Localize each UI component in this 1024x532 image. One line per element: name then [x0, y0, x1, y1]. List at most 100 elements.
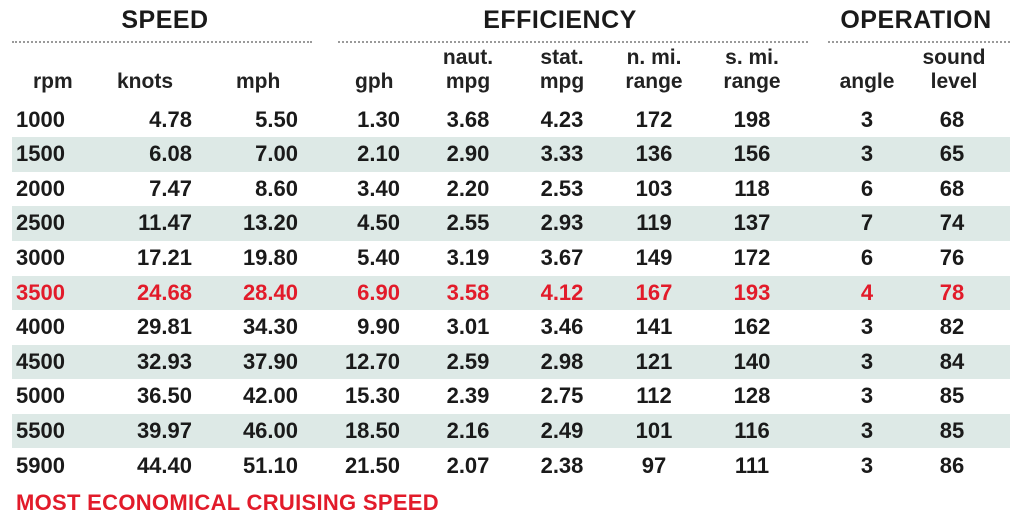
header-line: angle: [839, 70, 895, 93]
cell-rpm: 1500: [16, 141, 65, 167]
cell-knots: 17.21: [136, 244, 192, 270]
cell-sound-level: 84: [939, 348, 965, 374]
cell-stat-mile-range: 118: [734, 175, 770, 201]
table-row: 1500 6.08 7.00 2.10 2.90 3.33 136 156 3 65: [12, 137, 1010, 172]
header-mph: mph: [236, 70, 296, 94]
cell-naut-mile-range: 141: [635, 314, 673, 340]
cell-sound-level: 76: [939, 244, 965, 270]
cell-naut-mpg: 2.59: [446, 348, 490, 374]
cell-gph: 6.90: [357, 279, 400, 305]
header-line: naut.: [442, 46, 494, 69]
header-gph: gph: [355, 70, 415, 94]
cell-trim-angle: 3: [860, 141, 874, 167]
header-line: knots: [117, 70, 174, 93]
cell-trim-angle: 3: [860, 106, 874, 132]
cell-rpm: 2000: [16, 175, 65, 201]
cell-naut-mpg: 2.90: [446, 141, 490, 167]
header-knots: knots: [117, 70, 187, 94]
cell-sound-level: 85: [939, 417, 965, 443]
table-row: 2000 7.47 8.60 3.40 2.20 2.53 103 118 6 68: [12, 172, 1010, 207]
table-row: 2500 11.47 13.20 4.50 2.55 2.93 119 137 7 74: [12, 206, 1010, 241]
cell-mph: 46.00: [242, 417, 298, 443]
cell-naut-mile-range: 119: [636, 210, 672, 236]
cell-sound-level: 86: [939, 452, 965, 478]
header-line: s. mi.: [725, 46, 779, 69]
cell-rpm: 5900: [16, 452, 65, 478]
cell-gph: 3.40: [357, 175, 400, 201]
header-line: range: [625, 70, 683, 93]
cell-trim-angle: 3: [860, 383, 874, 409]
cell-knots: 6.08: [149, 141, 192, 167]
cell-gph: 4.50: [357, 210, 400, 236]
cell-sound-level: 82: [939, 314, 965, 340]
cell-naut-mile-range: 112: [636, 383, 672, 409]
header-line: range: [723, 70, 781, 93]
cell-naut-mpg: 3.19: [446, 244, 490, 270]
cell-trim-angle: 3: [860, 314, 874, 340]
cell-gph: 15.30: [344, 383, 400, 409]
cell-sound-level: 74: [939, 210, 965, 236]
cell-gph: 5.40: [357, 244, 400, 270]
cell-knots: 39.97: [136, 417, 192, 443]
cell-rpm: 1000: [16, 106, 65, 132]
cell-stat-mpg: 2.53: [540, 175, 584, 201]
header-rpm: rpm: [33, 70, 93, 94]
cell-rpm: 3500: [16, 279, 65, 305]
cell-stat-mpg: 2.75: [540, 383, 584, 409]
cell-sound-level: 68: [939, 175, 965, 201]
header-line: mpg: [539, 70, 585, 93]
table-row-highlighted: 3500 24.68 28.40 6.90 3.58 4.12 167 193 4 78: [12, 275, 1010, 311]
cell-knots: 7.47: [149, 175, 192, 201]
cell-naut-mpg: 2.55: [446, 210, 490, 236]
cell-trim-angle: 6: [860, 244, 874, 270]
header-line: mph: [236, 70, 281, 93]
table-row: 5500 39.97 46.00 18.50 2.16 2.49 101 116 3 85: [12, 413, 1010, 449]
cell-stat-mile-range: 140: [733, 348, 771, 374]
cell-mph: 28.40: [242, 279, 298, 305]
cell-naut-mpg: 3.68: [446, 106, 490, 132]
cell-trim-angle: 7: [860, 210, 874, 236]
cell-rpm: 3000: [16, 244, 65, 270]
header-stat-mpg: stat. mpg: [522, 46, 602, 94]
cell-knots: 32.93: [136, 348, 192, 374]
cell-sound-level: 78: [939, 279, 965, 305]
cell-trim-angle: 3: [860, 452, 874, 478]
cell-naut-mile-range: 149: [635, 244, 673, 270]
cell-gph: 2.10: [357, 141, 400, 167]
group-title-speed: SPEED: [121, 6, 209, 34]
cell-knots: 36.50: [136, 383, 192, 409]
group-title-operation: OPERATION: [840, 6, 992, 34]
cell-naut-mile-range: 167: [635, 279, 673, 305]
table-row: 4000 29.81 34.30 9.90 3.01 3.46 141 162 3 82: [12, 310, 1010, 345]
cell-naut-mile-range: 121: [635, 348, 673, 374]
cell-knots: 24.68: [136, 279, 192, 305]
efficiency-group-rule: [338, 41, 808, 43]
cell-naut-mile-range: 101: [635, 417, 673, 443]
cell-sound-level: 85: [939, 383, 965, 409]
cell-sound-level: 65: [939, 141, 965, 167]
cell-gph: 1.30: [357, 106, 400, 132]
header-trim-angle: angle: [832, 70, 902, 94]
cell-mph: 37.90: [242, 348, 298, 374]
cell-mph: 5.50: [255, 106, 298, 132]
cell-rpm: 2500: [16, 210, 65, 236]
header-line: rpm: [33, 70, 73, 93]
group-title-efficiency: EFFICIENCY: [483, 6, 637, 34]
header-line: stat.: [540, 46, 584, 69]
cell-stat-mile-range: 198: [733, 106, 771, 132]
cell-rpm: 5000: [16, 383, 65, 409]
table-row: 5900 44.40 51.10 21.50 2.07 2.38 97 111 3 86: [12, 449, 1010, 484]
cell-stat-mpg: 2.93: [540, 210, 584, 236]
cell-mph: 19.80: [242, 244, 298, 270]
cell-gph: 12.70: [344, 348, 400, 374]
header-line: sound: [922, 46, 986, 69]
cell-stat-mile-range: 162: [733, 314, 771, 340]
table-row: 3000 17.21 19.80 5.40 3.19 3.67 149 172 6 76: [12, 241, 1010, 276]
operation-group-rule: [828, 41, 1010, 43]
cell-trim-angle: 3: [860, 417, 874, 443]
cell-stat-mile-range: 137: [733, 210, 771, 236]
speed-group-rule: [12, 41, 312, 43]
cell-stat-mile-range: 128: [733, 383, 771, 409]
header-line: gph: [355, 70, 394, 93]
cell-gph: 21.50: [344, 452, 400, 478]
